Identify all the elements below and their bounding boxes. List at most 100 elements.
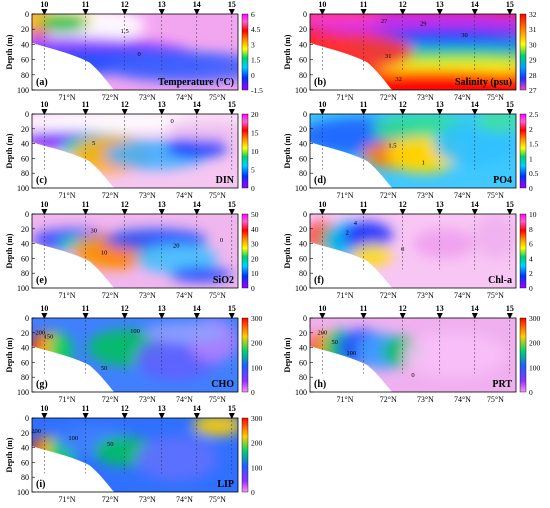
station-label: 14 [471, 0, 479, 9]
colorbar-tick-label: 2 [529, 269, 533, 278]
latitude-tick-label: 75°N [209, 495, 226, 504]
station-label: 10 [318, 100, 326, 109]
seafloor [32, 446, 115, 492]
station-marker [121, 313, 128, 319]
depth-tick-label: 80 [21, 373, 29, 382]
station-label: 15 [506, 100, 514, 109]
station-label: 14 [471, 200, 479, 209]
station-label: 12 [121, 200, 129, 209]
station-marker [399, 313, 406, 319]
colorbar-tick-label: 50 [251, 210, 259, 219]
heatmap-field [32, 114, 238, 188]
contour-label: 2 [345, 230, 348, 237]
latitude-tick-label: 72°N [102, 93, 119, 102]
heatmap-blob [170, 267, 232, 283]
station-marker [82, 313, 89, 319]
depth-tick-label: 20 [21, 329, 29, 338]
heatmap-blob [342, 221, 393, 251]
station-marker [41, 313, 48, 319]
depth-tick-label: 100 [295, 284, 307, 293]
colorbar-tick-label: 200 [251, 339, 263, 348]
station-label: 12 [121, 304, 129, 313]
depth-tick-label: 0 [25, 110, 29, 119]
latitude-tick-label: 73°N [139, 191, 156, 200]
heatmap-blob [413, 228, 475, 259]
colorbar-tick-label: 0 [251, 284, 255, 293]
heatmap-field [32, 14, 238, 90]
station-label: 13 [436, 100, 444, 109]
station-marker [193, 313, 200, 319]
station-label: 13 [158, 304, 166, 313]
depth-axis-label: Depth (m) [5, 34, 14, 69]
latitude-tick-label: 73°N [417, 191, 434, 200]
variable-label: Temperature (°C) [158, 77, 234, 88]
depth-tick-label: 100 [17, 86, 29, 95]
station-label: 13 [436, 0, 444, 9]
seafloor [310, 42, 393, 90]
contour-label: 200 [35, 329, 45, 336]
latitude-tick-label: 73°N [417, 395, 434, 404]
depth-tick-label: 100 [17, 184, 29, 193]
latitude-tick-label: 74°N [176, 395, 193, 404]
station-marker [193, 209, 200, 215]
station-marker [399, 9, 406, 15]
depth-tick-label: 80 [21, 473, 29, 482]
depth-tick-label: 40 [21, 344, 29, 353]
colorbar-tick-label: 300 [529, 314, 541, 323]
panel-frame [309, 317, 517, 393]
station-label: 12 [399, 304, 407, 313]
station-marker [471, 109, 478, 115]
latitude-tick-label: 74°N [176, 495, 193, 504]
station-marker [228, 9, 235, 15]
heatmap-blob [145, 321, 228, 344]
heatmap-blobs [310, 329, 506, 378]
latitude-tick-label: 71°N [59, 395, 76, 404]
station-marker [471, 313, 478, 319]
station-label: 11 [82, 404, 90, 413]
station-marker [360, 313, 367, 319]
heatmap-blob [433, 121, 516, 166]
colorbar-tick-label: 0 [251, 71, 255, 80]
station-label: 15 [228, 304, 236, 313]
colorbar-tick-label: 0.5 [529, 169, 539, 178]
panel-frame [309, 13, 517, 91]
seafloor [310, 242, 393, 288]
depth-tick-label: 20 [299, 25, 307, 34]
panel-h: 10 11 12 13 14 15 0 20 40 60 80 100 Depth (m) 71°N 72°… [283, 304, 541, 404]
heatmap-blob [192, 418, 238, 437]
colorbar-tick-label: 0 [529, 284, 533, 293]
latitude-tick-label: 74°N [176, 291, 193, 300]
panel-tag: (g) [36, 379, 48, 390]
colorbar-tick-label: 28 [529, 71, 537, 80]
heatmap-blob [165, 136, 228, 159]
variable-label: Chl-a [488, 275, 512, 286]
depth-tick-label: 0 [25, 210, 29, 219]
depth-axis-label: Depth (m) [5, 133, 14, 168]
contour-label: 100 [346, 350, 356, 357]
latitude-tick-label: 74°N [454, 93, 471, 102]
latitude-tick-label: 73°N [139, 93, 156, 102]
colorbar-tick-label: 3 [251, 40, 255, 49]
depth-tick-label: 100 [17, 488, 29, 497]
station-marker [41, 413, 48, 419]
contour-label: 29 [420, 20, 427, 27]
depth-tick-label: 20 [299, 329, 307, 338]
panel-frame [309, 213, 517, 289]
latitude-tick-label: 71°N [59, 93, 76, 102]
station-marker [158, 109, 165, 115]
station-label: 10 [40, 304, 48, 313]
station-label: 15 [506, 304, 514, 313]
depth-tick-label: 40 [299, 40, 307, 49]
panel-tag: (i) [36, 479, 45, 490]
depth-axis-label: Depth (m) [283, 337, 292, 372]
station-marker [319, 209, 326, 215]
depth-tick-label: 20 [21, 429, 29, 438]
station-marker [506, 313, 513, 319]
panel-frame [31, 417, 239, 493]
depth-axis-label: Depth (m) [5, 337, 14, 372]
colorbar [519, 13, 527, 91]
colorbar [519, 113, 527, 189]
